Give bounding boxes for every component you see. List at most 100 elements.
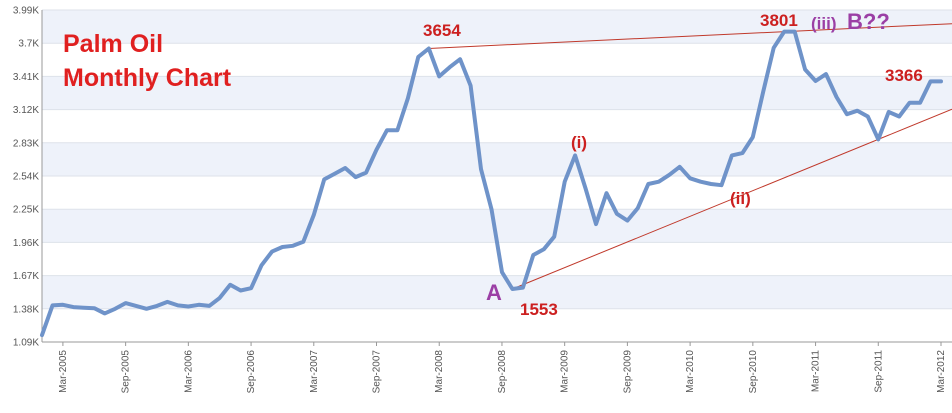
data-point xyxy=(458,58,462,61)
x-tick-label: Mar-2008 xyxy=(434,350,445,393)
data-point xyxy=(427,47,430,50)
data-point xyxy=(396,129,399,132)
data-point xyxy=(845,112,849,116)
data-point xyxy=(626,219,629,222)
data-point xyxy=(375,148,378,151)
data-point xyxy=(793,30,796,33)
data-point xyxy=(291,244,295,248)
data-point xyxy=(469,84,472,87)
y-tick-label: 2.83K xyxy=(13,138,39,149)
y-tick-label: 3.7K xyxy=(18,39,39,50)
data-point xyxy=(824,72,828,76)
grid-lines xyxy=(41,9,952,343)
data-point xyxy=(260,264,263,267)
data-point xyxy=(866,115,870,118)
data-point xyxy=(82,306,86,309)
label-peak-2011: 3801 xyxy=(760,11,798,30)
data-point xyxy=(636,206,640,210)
data-point xyxy=(647,182,650,186)
plot-band xyxy=(42,10,952,44)
data-point xyxy=(93,307,96,310)
data-point xyxy=(762,90,765,93)
data-point xyxy=(500,270,504,274)
data-point xyxy=(281,245,284,249)
plot-band xyxy=(42,76,952,110)
x-tick-label: Sep-2007 xyxy=(372,350,383,394)
data-point xyxy=(553,235,556,238)
data-point xyxy=(239,289,242,292)
data-point xyxy=(688,177,692,180)
x-tick-label: Mar-2005 xyxy=(58,350,69,393)
x-tick-label: Mar-2009 xyxy=(560,350,571,393)
plot-band xyxy=(42,275,952,309)
data-point xyxy=(573,154,577,157)
data-point xyxy=(678,165,681,169)
y-tick-label: 3.12K xyxy=(13,105,39,116)
data-point xyxy=(249,286,253,290)
data-point xyxy=(113,307,117,310)
y-tick-label: 3.41K xyxy=(13,72,39,83)
data-point xyxy=(929,80,932,83)
data-point xyxy=(72,305,75,309)
label-low-2008: 1553 xyxy=(520,300,558,319)
data-point xyxy=(605,191,608,195)
label-wave-iii: (iii) xyxy=(811,14,837,33)
upper-trendline xyxy=(428,23,952,49)
y-axis-ticks: 1.09K 1.38K 1.67K 1.96K 2.25K 2.54K 2.83K 3.12K… xyxy=(13,6,39,349)
label-wave-ii: (ii) xyxy=(730,189,751,208)
data-point xyxy=(897,115,901,118)
x-tick-label: Sep-2010 xyxy=(748,350,759,394)
x-tick-label: Sep-2005 xyxy=(121,350,132,394)
x-tick-label: Mar-2011 xyxy=(811,350,822,392)
data-point xyxy=(406,96,410,100)
data-point xyxy=(521,286,525,289)
x-tick-label: Sep-2008 xyxy=(497,350,508,394)
data-point xyxy=(323,178,326,181)
data-point xyxy=(343,166,347,170)
data-point xyxy=(145,307,148,310)
x-tick-label: Mar-2010 xyxy=(685,350,696,393)
y-tick-label: 3.99K xyxy=(13,6,39,17)
data-point xyxy=(563,180,566,183)
data-point xyxy=(197,303,201,306)
data-point xyxy=(176,304,180,307)
chart-title-line-2: Monthly Chart xyxy=(63,64,232,92)
data-point xyxy=(187,305,190,308)
data-point xyxy=(751,135,755,139)
data-point xyxy=(208,304,211,308)
data-point xyxy=(594,222,598,226)
y-tick-label: 1.96K xyxy=(13,238,39,249)
data-point xyxy=(218,296,221,300)
label-last-value: 3366 xyxy=(885,66,923,85)
data-point xyxy=(479,167,483,171)
data-point xyxy=(302,240,305,244)
data-point xyxy=(741,151,744,155)
data-point xyxy=(134,304,138,308)
data-point xyxy=(730,154,734,157)
data-point xyxy=(699,180,702,183)
y-tick-label: 1.38K xyxy=(13,304,39,315)
x-tick-label: Sep-2009 xyxy=(622,350,633,394)
data-point xyxy=(939,80,943,83)
data-point xyxy=(615,212,619,215)
data-point xyxy=(417,55,420,59)
data-point xyxy=(228,283,232,286)
data-point xyxy=(40,333,44,337)
plot-band xyxy=(42,142,952,176)
data-point xyxy=(887,110,890,114)
data-point xyxy=(51,304,54,307)
y-tick-label: 1.09K xyxy=(13,338,39,349)
data-point xyxy=(270,250,274,253)
data-point xyxy=(354,175,357,179)
data-point xyxy=(333,172,336,175)
data-point xyxy=(438,75,441,78)
data-point xyxy=(814,79,817,83)
y-tick-label: 1.67K xyxy=(13,271,39,282)
y-tick-label: 2.54K xyxy=(13,172,39,183)
data-point xyxy=(720,183,723,187)
data-point xyxy=(542,248,545,251)
data-point xyxy=(103,312,106,315)
data-point xyxy=(490,208,493,211)
data-point xyxy=(657,180,660,183)
